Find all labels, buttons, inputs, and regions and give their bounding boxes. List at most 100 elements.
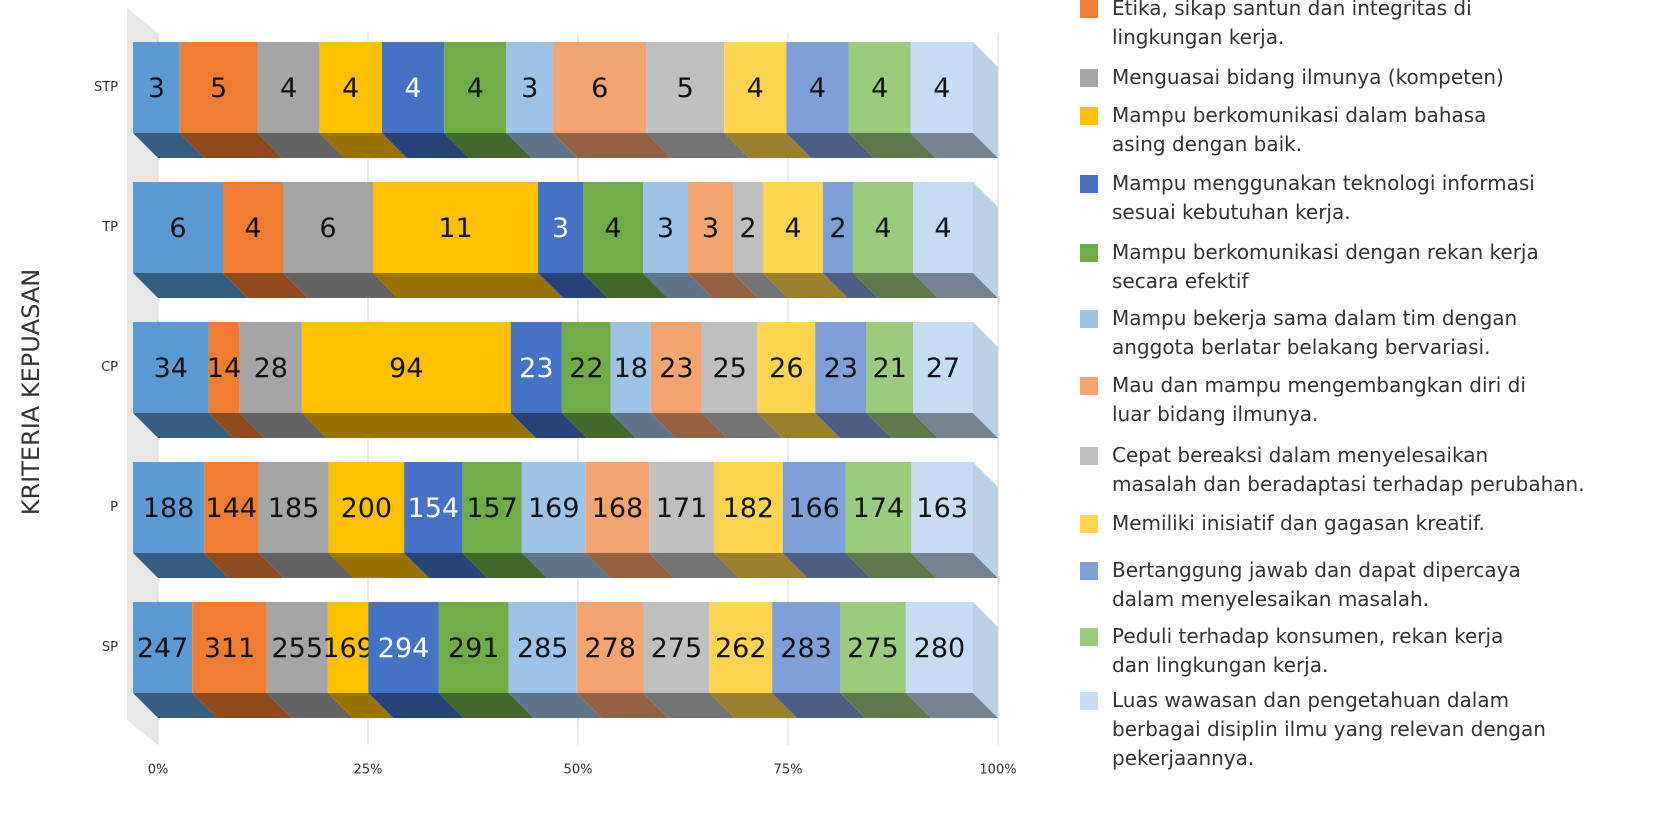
x-tick-label: 75%	[774, 763, 803, 778]
bar	[905, 602, 973, 693]
bar	[327, 602, 369, 693]
bar-bottom	[913, 413, 998, 438]
data-label: 34	[154, 353, 188, 384]
legend-swatch	[1080, 69, 1098, 87]
data-label: 6	[591, 73, 608, 104]
data-label: 280	[914, 633, 966, 664]
bar-bottom	[763, 273, 848, 298]
bar-end	[973, 322, 998, 438]
legend-label: Mampu berkomunikasi dengan rekan kerja s…	[1112, 240, 1539, 293]
bar	[521, 462, 586, 553]
bar	[133, 322, 209, 413]
legend-swatch	[1080, 562, 1098, 580]
bar-bottom	[319, 133, 407, 158]
bar	[576, 602, 644, 693]
data-label: 294	[378, 633, 430, 664]
bar-bottom	[462, 553, 547, 578]
bar-bottom	[133, 273, 248, 298]
bar	[701, 322, 758, 413]
bar-end	[973, 182, 998, 298]
bar	[444, 42, 507, 133]
legend-label: Peduli terhadap konsumen, rekan kerja da…	[1112, 624, 1504, 677]
data-label: 154	[408, 493, 460, 524]
legend-label: Mampu bekerja sama dalam tim dengan angg…	[1112, 306, 1518, 359]
data-label: 166	[788, 493, 840, 524]
data-label: 4	[809, 73, 826, 104]
bar	[786, 42, 849, 133]
bar	[561, 322, 611, 413]
data-label: 169	[528, 493, 580, 524]
bar-bottom	[757, 413, 841, 438]
bar-bottom	[508, 693, 602, 718]
bar	[368, 602, 439, 693]
bar-bottom	[649, 553, 739, 578]
data-label: 4	[747, 73, 764, 104]
data-label: 2	[829, 213, 846, 244]
data-label: 23	[519, 353, 553, 384]
data-label: 169	[322, 633, 374, 664]
bar	[538, 182, 583, 273]
bar	[381, 42, 445, 133]
bar-bottom	[368, 693, 464, 718]
data-label: 4	[404, 73, 421, 104]
bar-bottom	[913, 273, 998, 298]
legend-label: Memiliki inisiatif dan gagasan kreatif.	[1112, 511, 1485, 535]
bar	[643, 602, 710, 693]
bar	[646, 42, 725, 133]
bar	[133, 602, 193, 693]
bar-bottom	[853, 273, 938, 298]
bar-bottom	[133, 553, 230, 578]
bar	[257, 42, 320, 133]
data-label: 291	[448, 633, 500, 664]
y-tick-label: P	[110, 500, 118, 515]
legend-label: Luas wawasan dan pengetahuan dalam berba…	[1112, 688, 1546, 770]
legend-label: Cepat bereaksi dalam menyelesaikan masal…	[1112, 443, 1585, 496]
data-label: 163	[916, 493, 968, 524]
legend-item: Mampu bekerja sama dalam tim dengan angg…	[1080, 304, 1517, 362]
bar	[266, 602, 328, 693]
bar-bottom	[866, 413, 938, 438]
bar-bottom	[327, 693, 394, 718]
bar-bottom	[848, 133, 936, 158]
data-label: 283	[780, 633, 832, 664]
bar	[133, 182, 223, 273]
bar-bottom	[204, 553, 284, 578]
bar	[239, 322, 302, 413]
data-label: 157	[466, 493, 518, 524]
bar-bottom	[701, 413, 783, 438]
y-axis-title: KRITERIA KEPUASAN	[17, 269, 45, 516]
bar	[853, 182, 913, 273]
bar-bottom	[709, 693, 798, 718]
bar-bottom	[583, 273, 668, 298]
bar-bottom	[506, 133, 578, 158]
bar	[373, 182, 538, 273]
bar-bottom	[910, 133, 998, 158]
bar	[913, 182, 973, 273]
bar-bottom	[328, 553, 430, 578]
data-label: 182	[723, 493, 775, 524]
bar-bottom	[133, 133, 205, 158]
data-label: 4	[342, 73, 359, 104]
data-label: 262	[715, 633, 767, 664]
legend-item: Memiliki inisiatif dan gagasan kreatif.	[1080, 509, 1485, 538]
data-label: 275	[847, 633, 899, 664]
x-tick-label: 0%	[148, 763, 169, 778]
legend-label: Mampu menggunakan teknologi informasi se…	[1112, 171, 1535, 224]
bar-bottom	[724, 133, 812, 158]
bar	[848, 42, 911, 133]
bar	[839, 602, 906, 693]
bar-bottom	[257, 133, 345, 158]
bar-bottom	[733, 273, 788, 298]
data-label: 3	[148, 73, 165, 104]
data-label: 144	[206, 493, 258, 524]
bar-bottom	[404, 553, 488, 578]
bar-bottom	[845, 553, 937, 578]
bar-bottom	[905, 693, 998, 718]
legend-label: Mampu berkomunikasi dalam bahasa asing d…	[1112, 103, 1487, 156]
legend-swatch	[1080, 515, 1098, 533]
bar	[133, 462, 205, 553]
data-label: 21	[872, 353, 906, 384]
data-label: 4	[244, 213, 261, 244]
bar	[208, 322, 240, 413]
